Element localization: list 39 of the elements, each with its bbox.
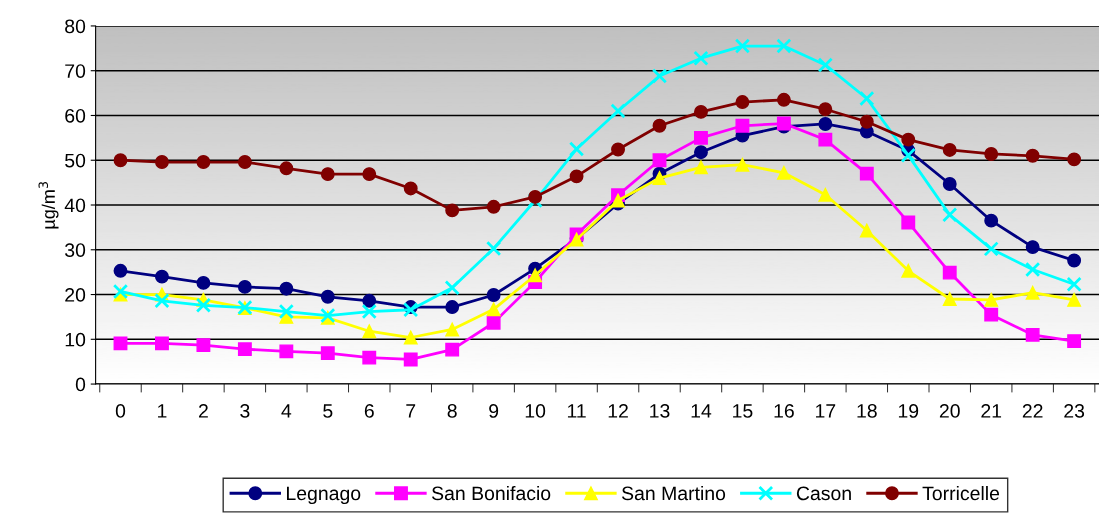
x-tick-label: 3 xyxy=(240,404,250,418)
x-tick-label: 14 xyxy=(691,404,712,418)
x-tick-label: 13 xyxy=(650,404,670,418)
x-tick-label: 20 xyxy=(939,404,960,418)
x-tick-label: 18 xyxy=(857,404,877,418)
x-tick-label: 23 xyxy=(1064,404,1085,418)
y-tick-label: 70 xyxy=(65,64,86,78)
x-tick-label: 16 xyxy=(774,404,794,418)
x-tick-label: 4 xyxy=(281,404,292,418)
y-tick-label: 20 xyxy=(65,288,86,302)
x-tick-label: 11 xyxy=(567,404,586,418)
x-tick-label: 21 xyxy=(981,404,1002,418)
y-tick-label: 10 xyxy=(65,332,86,347)
legend-label: Cason xyxy=(796,486,851,501)
y-tick-label: 30 xyxy=(65,243,86,258)
y-tick-label: 60 xyxy=(65,108,86,123)
x-tick-label: 17 xyxy=(816,404,836,418)
y-tick-label: 40 xyxy=(64,198,86,213)
x-tick-label: 6 xyxy=(364,404,374,418)
y-axis-title: µg/m$^{3}$ xyxy=(38,181,59,229)
x-tick-label: 19 xyxy=(898,404,919,418)
y-tick-label: 0 xyxy=(75,377,86,392)
x-tick-label: 2 xyxy=(198,404,208,418)
x-tick-label: 8 xyxy=(447,404,457,418)
x-tick-label: 9 xyxy=(489,404,499,418)
x-tick-label: 5 xyxy=(323,404,333,418)
x-tick-label: 10 xyxy=(525,404,546,418)
y-tick-label: 50 xyxy=(65,153,86,168)
x-tick-label: 7 xyxy=(406,404,416,418)
x-tick-label: 1 xyxy=(158,404,167,418)
x-tick-label: 22 xyxy=(1022,404,1043,418)
legend-label: San Bonifacio xyxy=(431,485,551,501)
legend-label: San Martino xyxy=(621,485,726,501)
x-tick-label: 15 xyxy=(733,404,753,418)
x-tick-label: 12 xyxy=(608,404,628,418)
x-tick-label: 0 xyxy=(115,404,126,418)
legend-label: Legnago xyxy=(287,486,361,505)
legend-label: Torricelle xyxy=(922,485,1000,501)
y-tick-label: 80 xyxy=(65,19,86,34)
